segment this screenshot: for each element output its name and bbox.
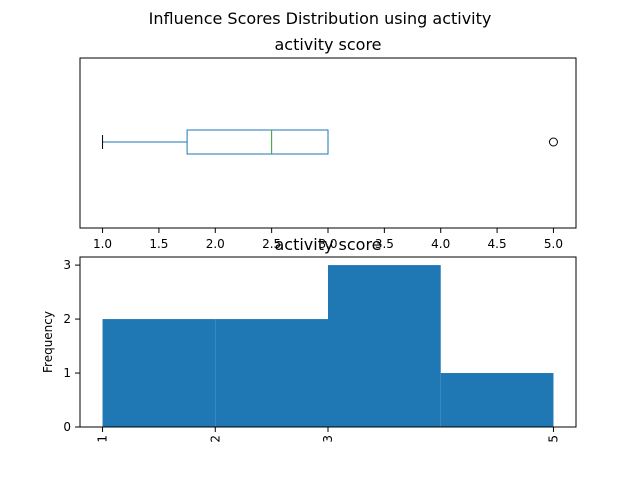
boxplot-x-ticks: 1.0 1.5 2.0 2.5 3.0 3.5 4.0 4.5 5.0	[93, 228, 563, 251]
boxplot-marks	[102, 129, 558, 155]
boxplot-title: activity score	[274, 35, 381, 54]
histogram-x-ticks: 1 2 3 5	[96, 427, 560, 443]
histogram-y-tick-label: 0	[63, 420, 71, 434]
boxplot-x-tick-label: 1.0	[93, 237, 112, 251]
boxplot-outlier	[548, 137, 558, 147]
boxplot-x-tick-label: 5.0	[544, 237, 563, 251]
histogram-x-tick-label: 2	[208, 435, 222, 443]
histogram-panel: activity score Frequency 1 2 3 5 0 1 2 3	[41, 235, 577, 443]
histogram-bar	[215, 319, 328, 427]
histogram-x-tick-label: 3	[321, 435, 335, 443]
histogram-bar	[440, 373, 554, 427]
histogram-x-tick-label: 5	[546, 435, 560, 443]
boxplot-x-tick-label: 2.5	[262, 237, 281, 251]
boxplot-x-tick-label: 4.5	[488, 237, 507, 251]
histogram-bar	[328, 265, 441, 427]
histogram-bars	[102, 265, 554, 427]
boxplot-x-tick-label: 4.0	[431, 237, 450, 251]
histogram-bar	[102, 319, 216, 427]
boxplot-box	[186, 129, 329, 155]
histogram-y-tick-label: 3	[63, 258, 71, 272]
boxplot-panel: activity score 1.0 1.5 2.0 2.5 3.0 3.5 4.0 4.5 5…	[79, 35, 577, 251]
histogram-title: activity score	[274, 235, 381, 254]
boxplot-x-tick-label: 2.0	[206, 237, 225, 251]
boxplot-x-tick-label: 1.5	[149, 237, 168, 251]
figure-title: Influence Scores Distribution using acti…	[149, 9, 492, 28]
histogram-y-tick-label: 1	[63, 366, 71, 380]
histogram-y-tick-label: 2	[63, 312, 71, 326]
boxplot-x-tick-label: 3.0	[318, 237, 337, 251]
histogram-y-axis-label: Frequency	[41, 311, 55, 373]
boxplot-x-tick-label: 3.5	[375, 237, 394, 251]
histogram-x-tick-label: 1	[96, 435, 110, 443]
histogram-y-ticks: 0 1 2 3	[63, 258, 80, 434]
